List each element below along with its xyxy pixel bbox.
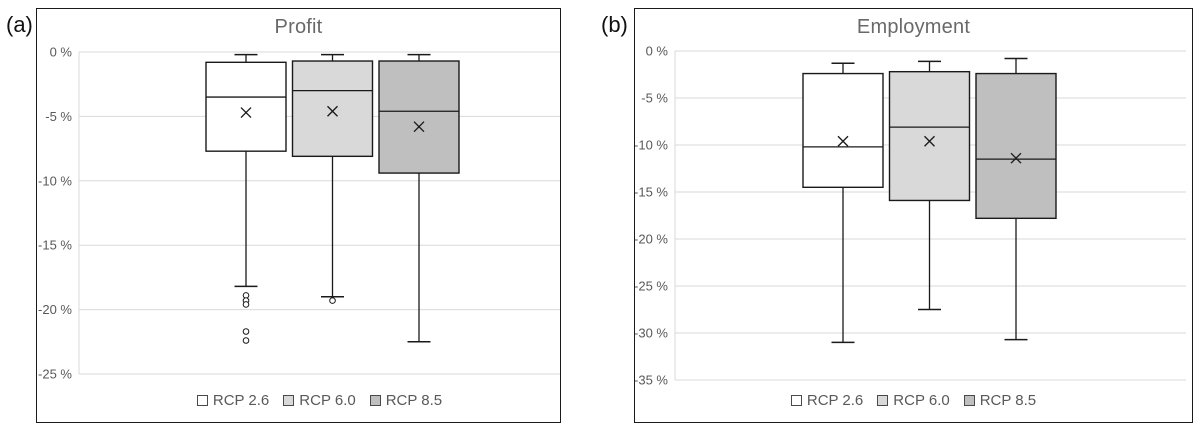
y-tick-label: -20 % bbox=[38, 302, 72, 317]
profit-title: Profit bbox=[274, 16, 323, 38]
mean-marker-rcp-2-6 bbox=[240, 107, 252, 118]
box-rcp-6-0 bbox=[291, 60, 374, 158]
outlier-point-rcp-2-6 bbox=[242, 328, 250, 335]
y-tick-label: -10 % bbox=[38, 173, 72, 188]
y-tick-label: -35 % bbox=[635, 373, 668, 388]
profit-plot-area: 0 % -5 % -10 % -15 % -20 % -25 % bbox=[38, 45, 560, 382]
legend-item-rcp-6-0: RCP 6.0 bbox=[877, 392, 950, 409]
y-tick-label: -20 % bbox=[635, 232, 668, 247]
legend-swatch-rcp-2-6 bbox=[790, 395, 802, 406]
mean-marker-rcp-6-0 bbox=[327, 105, 338, 117]
legend-item-rcp-2-6: RCP 2.6 bbox=[790, 392, 864, 409]
box-rcp-2-6 bbox=[205, 61, 287, 152]
employment-title: Employment bbox=[856, 16, 971, 38]
legend-swatch-rcp-2-6 bbox=[196, 395, 208, 406]
y-tick-label: -5 % bbox=[45, 109, 72, 124]
profit-chart-panel: 0 % -5 % -10 % -15 % -20 % -25 % Profit RCP 2… bbox=[36, 8, 561, 423]
y-tick-label: -10 % bbox=[635, 138, 668, 153]
panel-a-label: (a) bbox=[6, 12, 33, 37]
profit-legend: RCP 2.6 RCP 6.0 RCP 8.5 bbox=[58, 392, 581, 409]
outlier-point-rcp-2-6 bbox=[242, 301, 250, 308]
mean-marker-rcp-6-0 bbox=[924, 135, 935, 147]
y-tick-label: -25 % bbox=[38, 367, 72, 382]
mean-marker-rcp-8-5 bbox=[1010, 152, 1022, 164]
legend-item-rcp-8-5: RCP 8.5 bbox=[963, 392, 1037, 409]
legend-label-rcp-6-0: RCP 6.0 bbox=[299, 392, 356, 409]
panel-b-label: (b) bbox=[601, 12, 628, 37]
legend-label-rcp-2-6: RCP 2.6 bbox=[806, 392, 864, 409]
legend-label-rcp-8-5: RCP 8.5 bbox=[385, 392, 443, 409]
box-rcp-8-5 bbox=[378, 60, 460, 174]
legend-label-rcp-2-6: RCP 2.6 bbox=[212, 392, 270, 409]
legend-swatch-rcp-8-5 bbox=[369, 395, 381, 406]
legend-swatch-rcp-8-5 bbox=[963, 395, 975, 406]
box-rcp-6-0 bbox=[888, 70, 971, 202]
legend-swatch-rcp-6-0 bbox=[877, 395, 889, 406]
box-rcp-8-5 bbox=[975, 72, 1057, 220]
y-tick-label: -5 % bbox=[641, 91, 668, 106]
legend-label-rcp-6-0: RCP 6.0 bbox=[893, 392, 950, 409]
mean-marker-rcp-8-5 bbox=[413, 121, 425, 133]
y-tick-label: -15 % bbox=[38, 238, 72, 253]
employment-chart-panel: 0 % -5 % -10 % -15 % -20 % -25 % -30 % -35 % Em… bbox=[634, 8, 1193, 423]
y-tick-label: -30 % bbox=[635, 326, 668, 341]
legend-item-rcp-6-0: RCP 6.0 bbox=[283, 392, 356, 409]
y-tick-label: -25 % bbox=[635, 279, 668, 294]
box-rcp-2-6 bbox=[802, 72, 884, 188]
outlier-point-rcp-6-0 bbox=[329, 297, 336, 304]
employment-plot-area: 0 % -5 % -10 % -15 % -20 % -25 % -30 % -35 % bbox=[635, 44, 1186, 388]
legend-item-rcp-8-5: RCP 8.5 bbox=[369, 392, 443, 409]
legend-item-rcp-2-6: RCP 2.6 bbox=[196, 392, 270, 409]
mean-marker-rcp-2-6 bbox=[837, 135, 849, 147]
employment-legend: RCP 2.6 RCP 6.0 RCP 8.5 bbox=[635, 392, 1192, 409]
legend-label-rcp-8-5: RCP 8.5 bbox=[979, 392, 1037, 409]
y-tick-label: 0 % bbox=[646, 44, 669, 59]
outlier-point-rcp-2-6 bbox=[242, 337, 250, 344]
y-tick-label: 0 % bbox=[50, 45, 73, 60]
legend-swatch-rcp-6-0 bbox=[283, 395, 295, 406]
y-tick-label: -15 % bbox=[635, 185, 668, 200]
